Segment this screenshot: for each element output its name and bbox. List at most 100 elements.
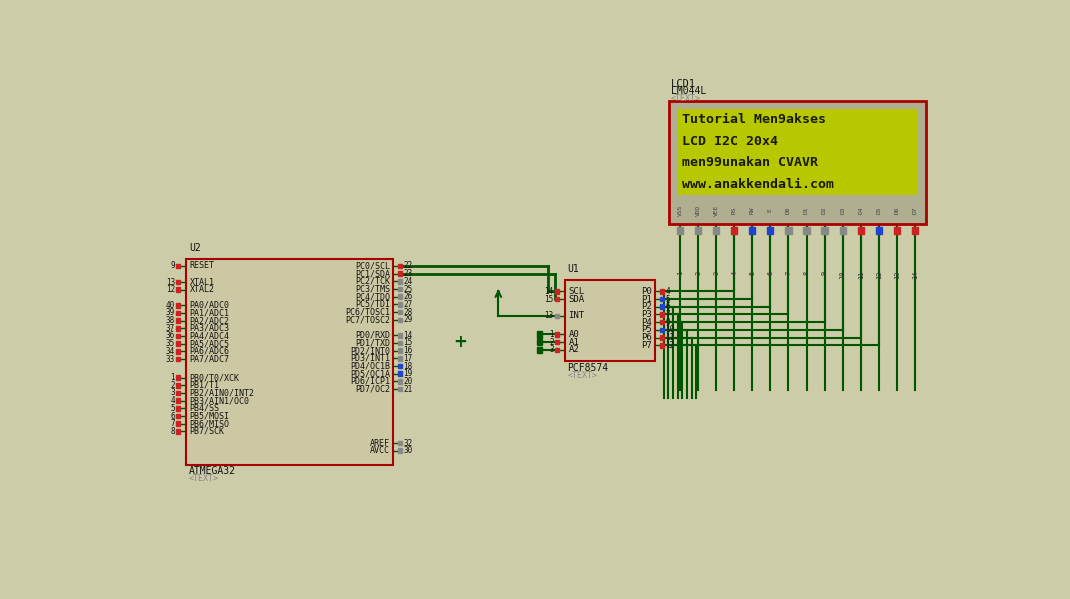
Bar xyxy=(677,109,918,195)
Text: RS: RS xyxy=(732,207,737,214)
Text: PA6/ADC6: PA6/ADC6 xyxy=(189,347,230,356)
Bar xyxy=(893,228,900,234)
Text: PCF8574: PCF8574 xyxy=(567,363,609,373)
Bar xyxy=(177,357,181,361)
Bar xyxy=(398,279,402,284)
Text: 11: 11 xyxy=(666,333,675,342)
Bar xyxy=(177,288,181,292)
Text: 28: 28 xyxy=(403,308,413,317)
Bar xyxy=(785,228,792,234)
Text: 38: 38 xyxy=(166,316,174,325)
Bar xyxy=(840,228,845,234)
Bar xyxy=(537,339,542,345)
Bar xyxy=(398,387,402,391)
Text: 35: 35 xyxy=(166,339,174,348)
Bar xyxy=(398,356,402,361)
Bar xyxy=(660,289,663,294)
Text: 1: 1 xyxy=(549,330,554,339)
Bar xyxy=(398,371,402,376)
Bar xyxy=(660,297,663,301)
Text: 16: 16 xyxy=(403,346,413,355)
Text: 9: 9 xyxy=(170,261,174,270)
Bar xyxy=(398,333,402,337)
Bar xyxy=(398,295,402,299)
Bar xyxy=(555,289,560,294)
Text: PC6/TOSC1: PC6/TOSC1 xyxy=(345,308,389,317)
Text: PA5/ADC5: PA5/ADC5 xyxy=(189,339,230,348)
Text: PD5/OC1A: PD5/OC1A xyxy=(350,369,389,378)
Bar xyxy=(731,228,737,234)
Text: PC2/TCK: PC2/TCK xyxy=(355,277,389,286)
Text: P2: P2 xyxy=(641,302,652,311)
Text: <TEXT>: <TEXT> xyxy=(188,474,218,483)
Text: XTAL2: XTAL2 xyxy=(189,285,215,294)
Text: 30: 30 xyxy=(403,446,413,455)
Text: 7: 7 xyxy=(785,271,792,275)
Text: SCL: SCL xyxy=(568,287,584,296)
Bar xyxy=(875,228,882,234)
Bar xyxy=(177,303,181,307)
Text: LCD1: LCD1 xyxy=(671,79,696,89)
Text: 10: 10 xyxy=(666,325,675,334)
Text: 33: 33 xyxy=(166,355,174,364)
Bar xyxy=(660,335,663,340)
Text: +: + xyxy=(453,333,467,351)
Bar xyxy=(555,314,560,318)
Text: SDA: SDA xyxy=(568,295,584,304)
Text: 13: 13 xyxy=(545,311,554,320)
Text: VEE: VEE xyxy=(714,205,719,216)
Text: 7: 7 xyxy=(666,310,670,319)
Text: LM044L: LM044L xyxy=(671,86,706,96)
Text: 14: 14 xyxy=(403,331,413,340)
Text: INT: INT xyxy=(568,311,584,320)
Text: 10: 10 xyxy=(840,271,845,279)
Text: D1: D1 xyxy=(804,207,809,214)
Text: A0: A0 xyxy=(568,330,579,339)
Text: 24: 24 xyxy=(403,277,413,286)
Text: 34: 34 xyxy=(166,347,174,356)
Bar xyxy=(186,259,393,465)
Text: D2: D2 xyxy=(822,207,827,214)
Bar xyxy=(696,228,701,234)
Text: 3: 3 xyxy=(549,346,554,355)
Text: 3: 3 xyxy=(714,271,719,275)
Bar xyxy=(177,349,181,353)
Text: 6: 6 xyxy=(170,412,174,420)
Bar xyxy=(555,332,560,337)
Text: PD3/INT1: PD3/INT1 xyxy=(350,354,389,363)
Bar xyxy=(398,348,402,353)
Text: 13: 13 xyxy=(166,277,174,286)
Text: 6: 6 xyxy=(666,302,670,311)
Bar xyxy=(555,347,560,352)
Text: 7: 7 xyxy=(170,419,174,428)
Text: PC0/SCL: PC0/SCL xyxy=(355,261,389,270)
Text: P0: P0 xyxy=(641,287,652,296)
Text: 12: 12 xyxy=(166,285,174,294)
Text: 3: 3 xyxy=(170,389,174,398)
Text: PB5/MOSI: PB5/MOSI xyxy=(189,412,230,420)
Text: 15: 15 xyxy=(403,338,413,347)
Text: 11: 11 xyxy=(858,271,863,279)
Text: <TEXT>: <TEXT> xyxy=(671,93,701,102)
Bar xyxy=(555,340,560,344)
Text: PC5/TDI: PC5/TDI xyxy=(355,300,389,309)
Text: PD2/INT0: PD2/INT0 xyxy=(350,346,389,355)
Text: 14: 14 xyxy=(912,271,918,279)
Text: <TEXT>: <TEXT> xyxy=(567,371,598,380)
Text: XTAL1: XTAL1 xyxy=(189,277,215,286)
Bar xyxy=(398,310,402,314)
Text: 26: 26 xyxy=(403,292,413,301)
Text: P5: P5 xyxy=(641,325,652,334)
Text: PA4/ADC4: PA4/ADC4 xyxy=(189,331,230,340)
Text: PB0/T0/XCK: PB0/T0/XCK xyxy=(189,373,240,382)
Text: 15: 15 xyxy=(545,295,554,304)
Text: PB2/AIN0/INT2: PB2/AIN0/INT2 xyxy=(189,389,255,398)
Text: 9: 9 xyxy=(666,317,670,326)
Text: P7: P7 xyxy=(641,341,652,350)
Text: D6: D6 xyxy=(895,207,899,214)
Bar xyxy=(398,317,402,322)
Text: P4: P4 xyxy=(641,317,652,326)
Text: 13: 13 xyxy=(893,271,900,279)
Bar xyxy=(555,297,560,301)
Text: D7: D7 xyxy=(913,207,917,214)
